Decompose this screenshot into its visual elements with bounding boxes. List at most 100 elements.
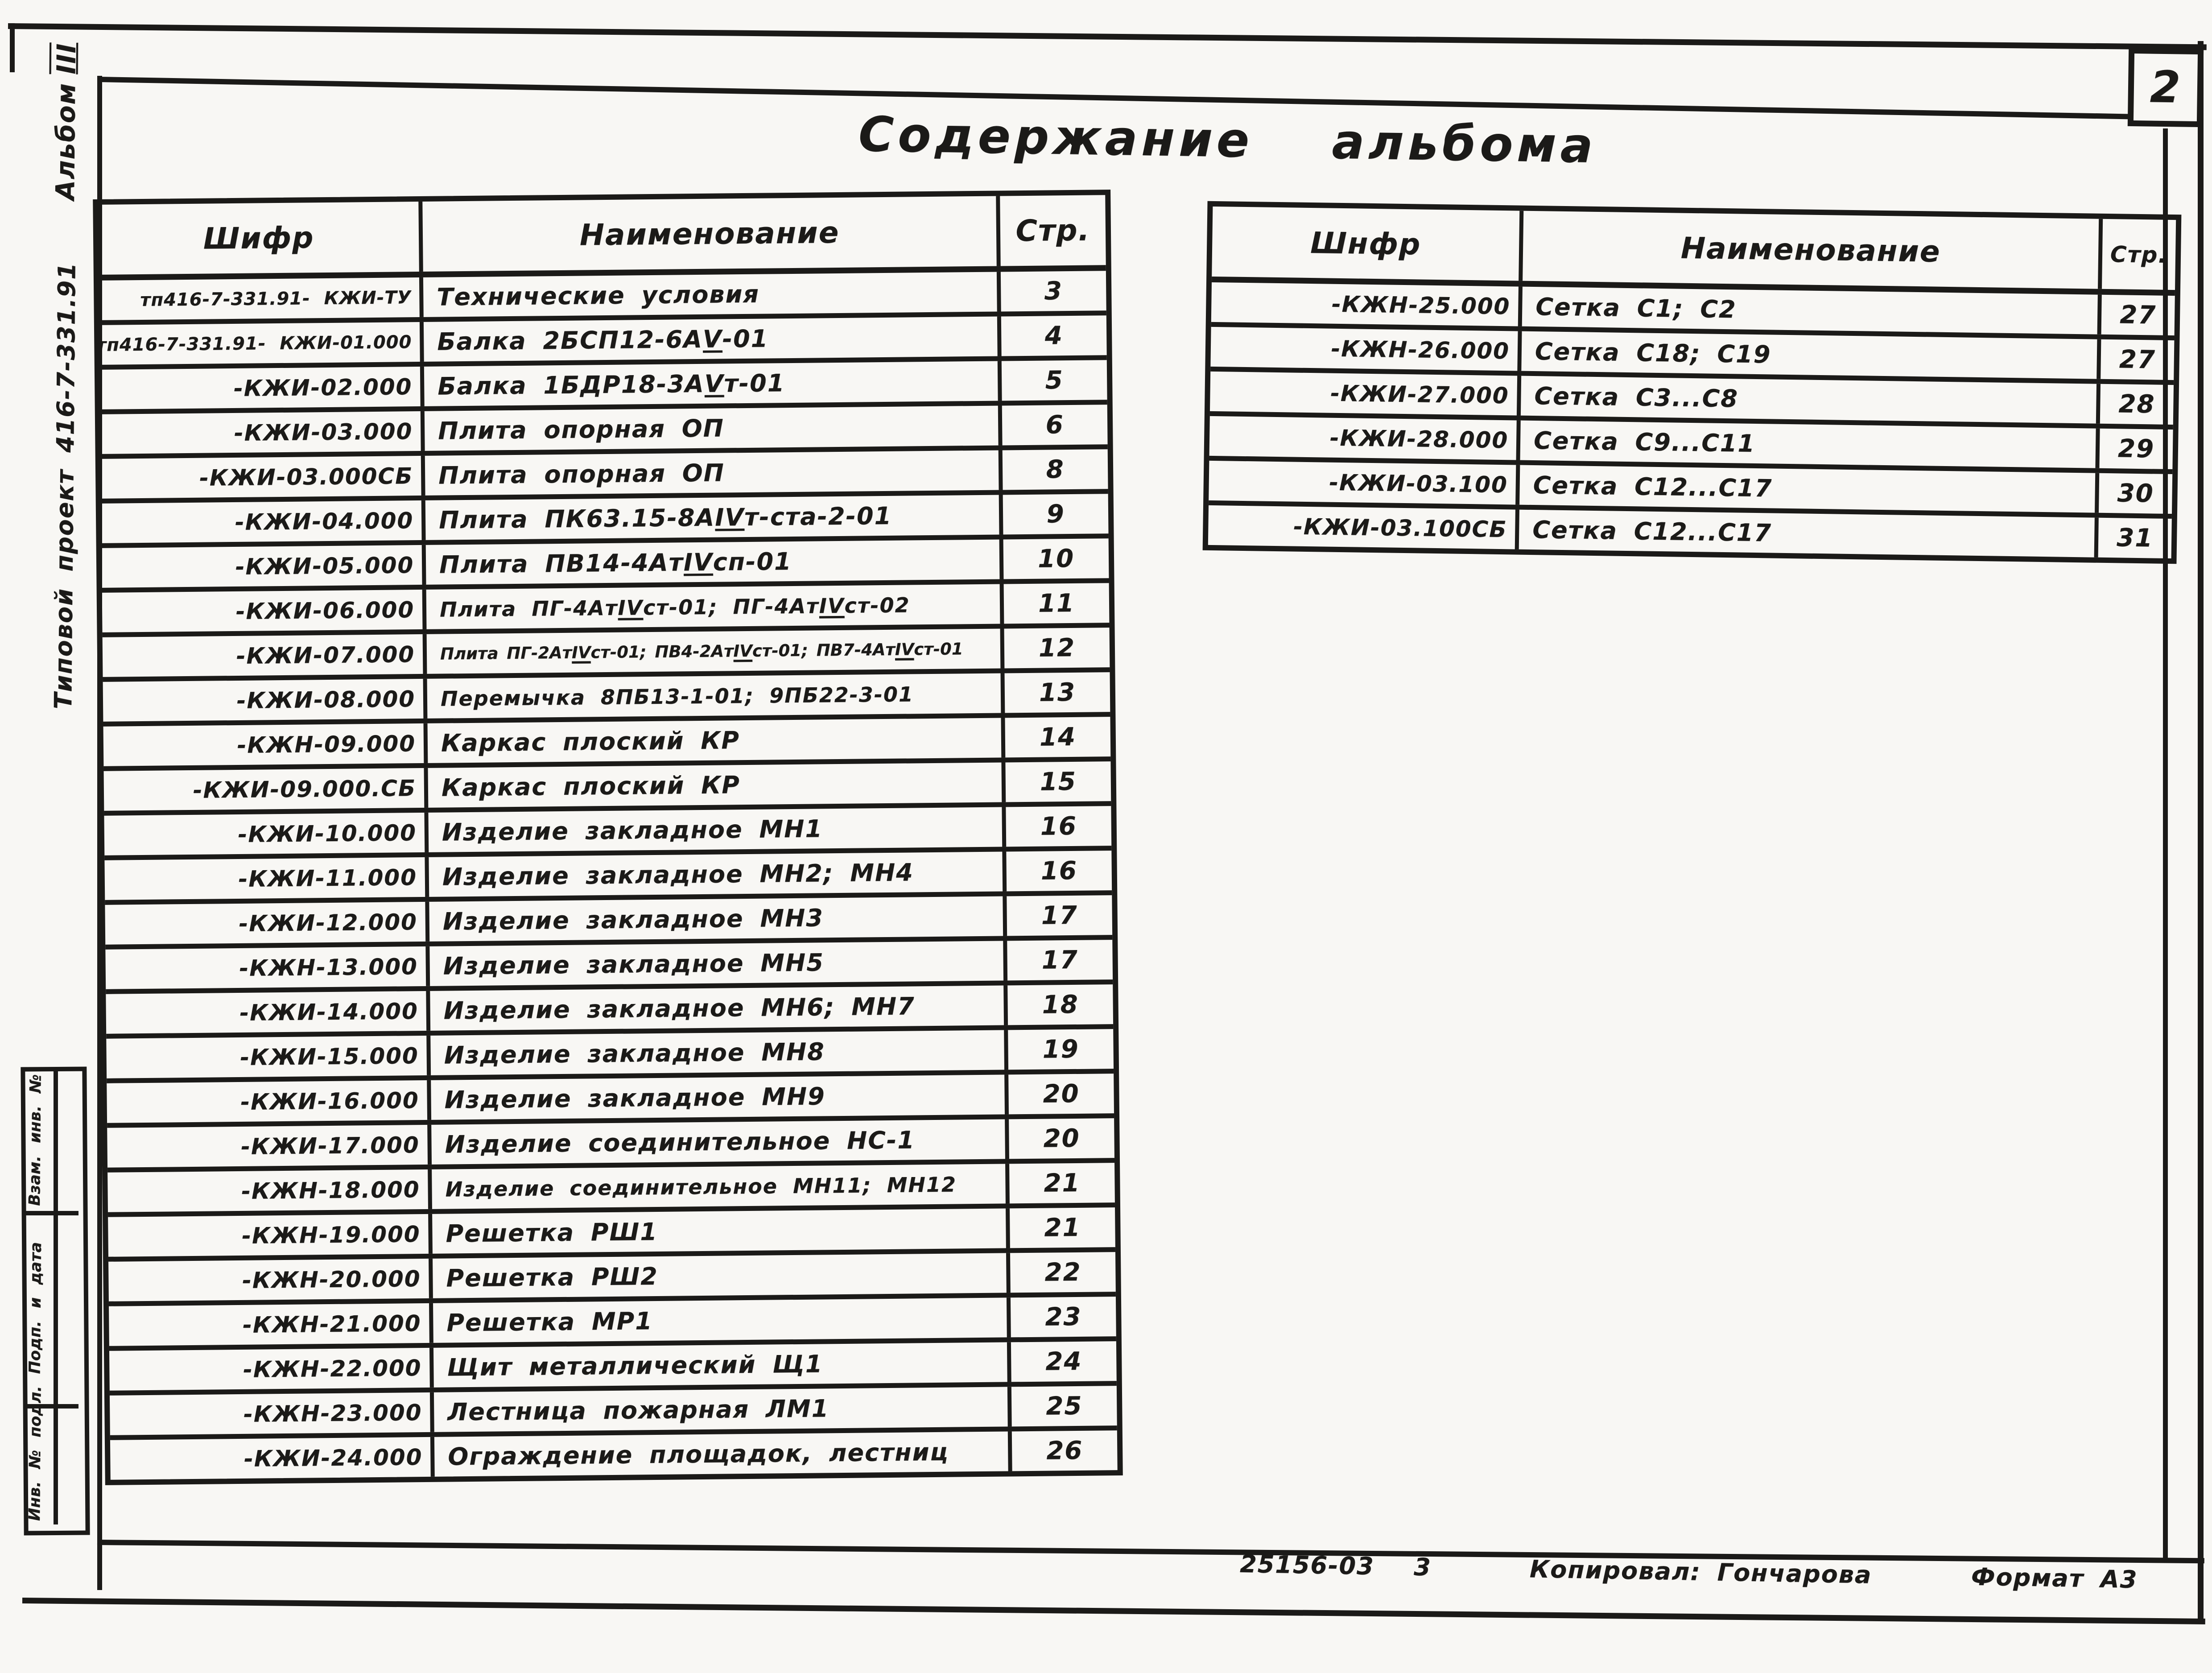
row-page: 4 bbox=[1044, 321, 1064, 351]
row-code: -КЖН-22.000 bbox=[243, 1355, 422, 1383]
row-name: Изделие закладное МН8 bbox=[426, 1030, 1009, 1075]
row-page: 17 bbox=[1041, 901, 1078, 930]
row-page: 6 bbox=[1045, 410, 1064, 440]
row-page: 16 bbox=[1040, 856, 1078, 886]
row-name: Изделие закладное МН2; МН4 bbox=[425, 851, 1007, 897]
frame-bottom-outer-line bbox=[22, 1598, 2205, 1624]
row-code: -КЖИ-04.000 bbox=[235, 507, 414, 535]
row-code: -КЖН-21.000 bbox=[242, 1310, 421, 1338]
row-name: Балка 2БСП12-6А V -01 bbox=[419, 316, 1002, 362]
row-name: Щит металлический Щ1 bbox=[429, 1342, 1011, 1388]
paper-format: Формат А3 bbox=[1971, 1562, 2138, 1594]
row-code: -КЖИ-17.000 bbox=[240, 1132, 420, 1160]
row-code: -КЖН-18.000 bbox=[241, 1176, 420, 1204]
row-page: 21 bbox=[1044, 1213, 1081, 1243]
row-page: 9 bbox=[1046, 500, 1065, 529]
row-page: 5 bbox=[1045, 366, 1064, 395]
album-label: Альбом III bbox=[50, 41, 82, 202]
row-name: Решетка МР1 bbox=[429, 1297, 1011, 1343]
row-name: Лестница пожарная ЛМ1 bbox=[429, 1387, 1012, 1432]
album-word: Альбом bbox=[50, 82, 82, 201]
row-page: 24 bbox=[1045, 1347, 1082, 1376]
column-header-name: Наименование bbox=[418, 196, 1001, 272]
row-name: Изделие соединительное МН11; МН12 bbox=[428, 1164, 1010, 1209]
row-name: Изделие соединительное НС-1 bbox=[427, 1119, 1009, 1165]
row-code: -КЖН-26.000 bbox=[1331, 335, 1510, 364]
row-code: -КЖИ-28.000 bbox=[1329, 425, 1509, 453]
row-code: -КЖН-13.000 bbox=[239, 953, 418, 981]
row-code: -КЖИ-12.000 bbox=[239, 909, 418, 937]
row-name: Изделие закладное МН9 bbox=[427, 1074, 1009, 1120]
project-number-label: Типовой проект 416-7-331.91 bbox=[49, 262, 81, 710]
row-code: -КЖИ-07.000 bbox=[236, 641, 415, 669]
row-name: Изделие закладное МН1 bbox=[424, 807, 1007, 852]
row-code: тп416-7-331.91- КЖИ-01.000 bbox=[95, 331, 412, 355]
row-page: 10 bbox=[1037, 544, 1075, 574]
row-page: 20 bbox=[1043, 1124, 1080, 1153]
row-page: 27 bbox=[2119, 300, 2157, 330]
table-header-row: Шнфр Наименование Стр. bbox=[1212, 206, 2176, 296]
row-page: 23 bbox=[1045, 1302, 1082, 1332]
row-code: -КЖИ-16.000 bbox=[240, 1087, 419, 1115]
row-code: -КЖИ-06.000 bbox=[235, 596, 415, 624]
row-name: Изделие закладное МН3 bbox=[425, 896, 1007, 942]
stamp-label-vzam-inv: Взам. инв. № bbox=[26, 1074, 45, 1206]
row-code: -КЖН-23.000 bbox=[243, 1399, 422, 1427]
frame-left-inner-line bbox=[97, 76, 102, 1590]
row-name: Плита опорная ОП bbox=[420, 405, 1003, 451]
row-page: 31 bbox=[2116, 523, 2154, 553]
row-name: Изделие закладное МН6; МН7 bbox=[426, 985, 1008, 1031]
stamp-divider-h2 bbox=[23, 1404, 78, 1409]
row-code: -КЖН-20.000 bbox=[242, 1265, 421, 1293]
row-page: 15 bbox=[1040, 767, 1077, 797]
row-code: -КЖИ-08.000 bbox=[236, 686, 416, 714]
row-name: Плита опорная ОП bbox=[421, 450, 1003, 496]
row-code: -КЖИ-14.000 bbox=[239, 998, 418, 1026]
page-number-box: 2 bbox=[2127, 47, 2204, 128]
doc-number: 25156-03 bbox=[1239, 1549, 1375, 1581]
row-page: 3 bbox=[1044, 277, 1063, 306]
row-name: Перемычка 8ПБ13-1-01; 9ПБ22-3-01 bbox=[423, 673, 1005, 719]
stamp-divider-v bbox=[54, 1069, 58, 1524]
row-name: Плита ПГ-4Ат IV ст-01; ПГ-4Ат IV ст-02 bbox=[422, 584, 1004, 629]
album-contents-title: Содержание альбома bbox=[858, 107, 1597, 174]
column-header-code: Шифр bbox=[203, 220, 314, 256]
row-page: 27 bbox=[2119, 345, 2156, 375]
column-header-page: Стр. bbox=[1015, 213, 1090, 248]
table-body: -КЖН-25.000 Сетка С1; С2 27 -КЖН-26.000 Сетк… bbox=[1208, 282, 2175, 558]
row-page: 25 bbox=[1046, 1391, 1083, 1421]
frame-right-outer-line bbox=[2198, 41, 2204, 1620]
table-body: тп416-7-331.91- КЖИ-ТУ Технические услови… bbox=[95, 271, 1118, 1480]
page-number: 2 bbox=[2150, 62, 2182, 113]
row-page: 12 bbox=[1038, 633, 1076, 663]
row-code: -КЖИ-03.000СБ bbox=[199, 463, 413, 491]
row-page: 8 bbox=[1046, 455, 1065, 484]
row-name: Решетка РШ2 bbox=[429, 1253, 1011, 1298]
row-page: 20 bbox=[1043, 1079, 1080, 1109]
row-code: -КЖИ-10.000 bbox=[238, 819, 417, 847]
row-name: Сетка С3...С8 bbox=[1516, 376, 2101, 424]
row-code: -КЖИ-09.000.СБ bbox=[193, 775, 417, 803]
row-code: -КЖН-19.000 bbox=[241, 1221, 421, 1249]
row-code: -КЖН-25.000 bbox=[1331, 291, 1510, 319]
contents-table-left: Шифр Наименование Стр. тп416-7-331.91- К… bbox=[93, 190, 1123, 1485]
row-page: 14 bbox=[1039, 722, 1077, 752]
row-name: Сетка С12...С17 bbox=[1515, 465, 2100, 513]
album-number: III bbox=[51, 42, 82, 74]
row-code: -КЖИ-03.100 bbox=[1329, 469, 1508, 498]
row-page: 21 bbox=[1044, 1168, 1081, 1198]
row-name: Каркас плоский КР bbox=[423, 718, 1006, 763]
row-name: Плита ПГ-2Ат IV ст-01; ПВ4-2Ат IV ст-01; ПВ7… bbox=[422, 628, 1005, 674]
row-page: 16 bbox=[1040, 811, 1077, 841]
row-page: 11 bbox=[1038, 588, 1075, 618]
frame-right-inner-line bbox=[2163, 128, 2168, 1562]
stamp-divider-h1 bbox=[23, 1211, 78, 1215]
row-code: тп416-7-331.91- КЖИ-ТУ bbox=[140, 287, 412, 310]
row-code: -КЖИ-24.000 bbox=[243, 1444, 423, 1472]
row-page: 28 bbox=[2118, 389, 2155, 419]
row-page: 19 bbox=[1042, 1034, 1079, 1064]
contents-table-right: Шнфр Наименование Стр. -КЖН-25.000 Сетка … bbox=[1202, 201, 2182, 564]
row-name: Каркас плоский КР bbox=[424, 762, 1006, 808]
